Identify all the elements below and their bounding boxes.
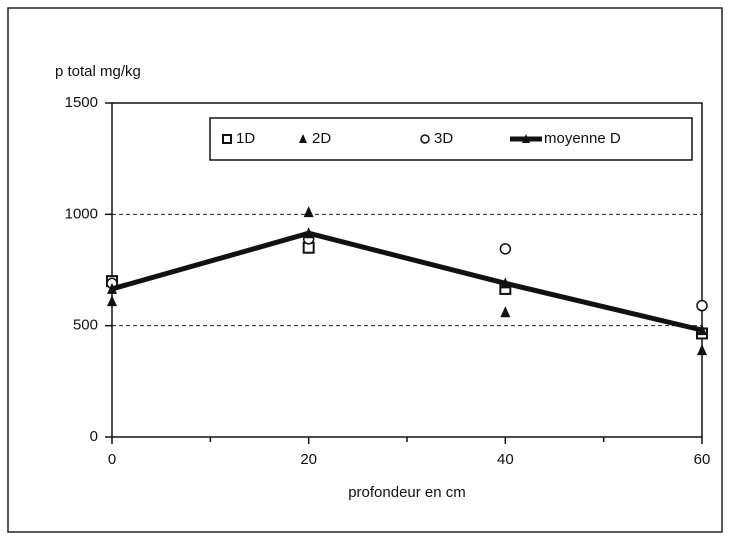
x-tick-label: 0 <box>108 451 116 468</box>
marker-triangle <box>697 324 707 336</box>
marker-triangle <box>697 344 707 356</box>
y-tick-label: 0 <box>90 428 98 445</box>
marker-circle <box>499 243 512 255</box>
x-axis-title: profondeur en cm <box>348 484 466 501</box>
y-tick-label: 500 <box>73 317 98 334</box>
y-axis-title: p total mg/kg <box>55 63 141 80</box>
marker-triangle <box>299 134 307 143</box>
y-tick-label: 1500 <box>65 94 98 111</box>
y-tick-label: 1000 <box>65 205 98 222</box>
legend-box <box>209 117 693 161</box>
x-tick-label: 20 <box>300 451 317 468</box>
marker-triangle <box>522 134 530 143</box>
x-tick-label: 40 <box>497 451 514 468</box>
chart-frame <box>7 7 723 533</box>
legend-label: 1D <box>236 130 255 147</box>
marker-triangle <box>500 306 511 318</box>
marker-triangle <box>500 277 511 289</box>
series-line <box>111 230 703 333</box>
legend-label: 2D <box>312 130 331 147</box>
legend-label: moyenne D <box>544 130 621 147</box>
marker-triangle <box>107 282 117 294</box>
marker-triangle <box>303 227 314 239</box>
marker-circle <box>696 299 708 312</box>
marker-square <box>222 134 232 144</box>
legend-label: 3D <box>434 130 453 147</box>
x-tick-label: 60 <box>694 451 711 468</box>
marker-circle <box>420 134 430 144</box>
marker-triangle <box>303 206 314 218</box>
marker-triangle <box>107 295 117 307</box>
